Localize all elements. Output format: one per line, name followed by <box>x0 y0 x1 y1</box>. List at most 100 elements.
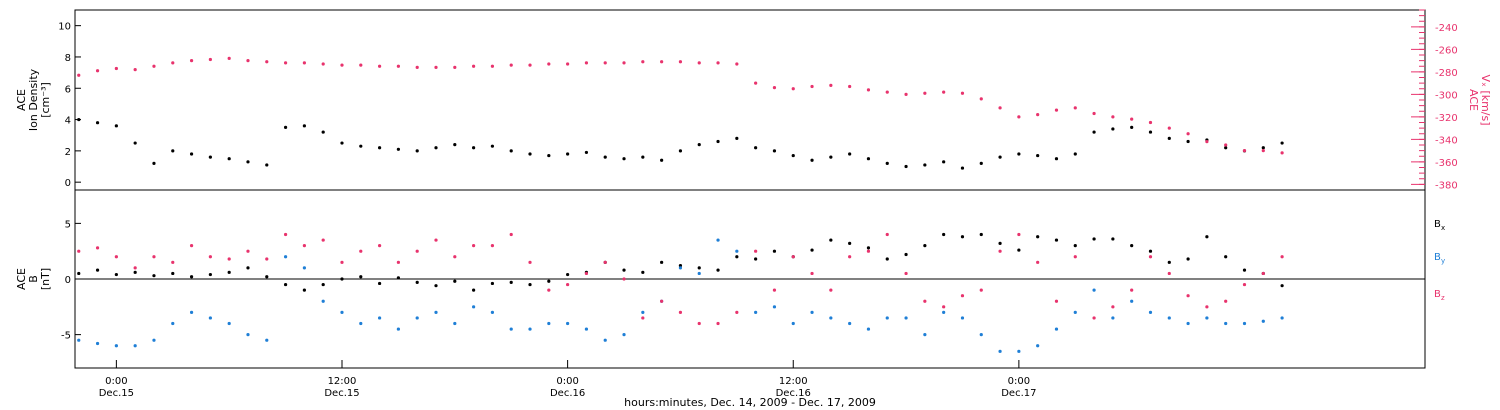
bottom-series-2-point <box>114 255 118 259</box>
bottom-series-2-point <box>772 288 777 292</box>
top-series-1-point <box>359 63 363 67</box>
x-axis-ticks: 0:00Dec.1512:00Dec.150:00Dec.1612:00Dec.… <box>99 360 1037 399</box>
bottom-series-2-point <box>396 260 400 264</box>
bottom-series-2-point <box>1205 305 1209 309</box>
top-series-0-point <box>622 157 626 161</box>
top-series-1-point <box>227 56 231 60</box>
bottom-series-0-point <box>227 270 231 274</box>
bottom-series-0-point <box>283 282 288 287</box>
bottom-series-2-point <box>641 316 645 320</box>
bottom-series-2-point <box>791 255 795 259</box>
top-series-1-point <box>528 63 532 67</box>
x-tick-time: 0:00 <box>556 376 578 387</box>
bottom-left-tick-label: 0 <box>65 275 71 286</box>
bottom-series-1-point <box>189 310 194 314</box>
top-series-1-point <box>283 61 288 65</box>
top-series-1-point <box>95 69 100 73</box>
bottom-series-0-point <box>377 281 382 286</box>
bottom-series-0-point <box>152 274 156 278</box>
top-series-0-point <box>754 146 758 150</box>
bottom-series-0-point <box>772 249 777 253</box>
top-series-0-point <box>603 155 607 159</box>
top-series-1-point <box>998 106 1002 110</box>
top-series-0-point <box>1280 141 1284 145</box>
top-series-0-point <box>942 160 946 164</box>
top-right-axis-label: ACE Vₓ [km/s] <box>1467 74 1492 125</box>
bottom-series-1-point <box>848 321 852 326</box>
bottom-series-1-point <box>1148 310 1153 314</box>
bottom-series-2-point <box>528 260 532 264</box>
top-left-axis-label: ACE Ion Density [cm⁻³] <box>15 68 52 131</box>
top-series-1-point <box>791 87 795 91</box>
top-series-1-point <box>453 65 457 69</box>
top-series-1-point <box>848 84 852 89</box>
top-series-0-point <box>453 143 457 147</box>
bottom-series-2-point <box>453 255 457 259</box>
x-axis-label: hours:minutes, Dec. 14, 2009 - Dec. 17, … <box>624 396 876 409</box>
top-series-0-point <box>208 155 212 159</box>
legend-label-x: B <box>1434 219 1441 230</box>
top-series-0-point <box>810 158 814 162</box>
top-series-0-point <box>885 161 889 165</box>
top-series-1-point <box>1261 149 1265 153</box>
bottom-series-2-point <box>152 255 156 259</box>
bottom-series-1-point <box>547 321 551 326</box>
bottom-series-1-point <box>95 341 100 346</box>
top-series-0-point <box>641 155 645 159</box>
top-series-1-point <box>171 61 175 65</box>
bottom-series-0-point <box>622 268 626 272</box>
top-series-0-point <box>396 147 400 151</box>
top-series-0-point <box>1224 146 1228 150</box>
bottom-series-1-point <box>133 344 137 348</box>
bottom-series-2-point <box>1130 288 1134 292</box>
bottom-series-0-point <box>716 268 720 272</box>
top-series-1-point <box>1017 115 1021 119</box>
bottom-series-1-point <box>415 316 419 320</box>
bottom-series-2-point <box>1261 271 1265 276</box>
bottom-series-1-point <box>283 255 288 259</box>
top-series-1-point <box>885 90 889 94</box>
bottom-series-2-point <box>584 271 589 276</box>
top-series-0-point <box>848 152 852 156</box>
top-series-0-point <box>133 141 137 145</box>
bottom-series-2-point <box>697 321 701 326</box>
top-series-1-point <box>1073 106 1077 110</box>
bottom-left-label-line2: B <box>27 275 40 283</box>
bottom-series-1-point <box>735 249 739 253</box>
bottom-series-0-point <box>434 284 438 288</box>
legend-sub-y: y <box>1441 257 1445 265</box>
top-series-1-point <box>246 59 250 63</box>
bottom-left-axis-label: ACE B [nT] <box>15 268 52 290</box>
top-series-0-point <box>246 160 250 164</box>
bottom-series-2-point <box>754 249 758 253</box>
bottom-series-1-point <box>1111 316 1115 320</box>
bottom-series-0-point <box>866 246 871 250</box>
bottom-series-2-point <box>1224 299 1228 303</box>
top-series-0-point <box>979 161 983 165</box>
bottom-series-2-point <box>246 249 250 253</box>
top-panel-ticks: 10 8 6 4 2 0 -240 -260 -280 -300 -320 -340 -360 -380 <box>58 9 1458 191</box>
top-series-1-point <box>1242 149 1247 153</box>
bottom-series-1-point <box>377 316 382 320</box>
top-series-1-point <box>829 83 833 87</box>
bottom-series-2-point <box>547 288 551 292</box>
top-series-1-point <box>1224 143 1228 147</box>
top-series-0-point <box>697 143 701 147</box>
top-series-1-point <box>114 66 118 71</box>
bottom-left-label-line1: ACE <box>15 268 28 290</box>
bottom-series-2-point <box>377 244 382 248</box>
bottom-series-0-point <box>77 271 81 276</box>
bottom-series-1-point <box>1261 319 1265 323</box>
bottom-series-2-point <box>1186 294 1190 298</box>
top-series-0-point <box>509 149 513 153</box>
bottom-series-1-point <box>1224 321 1228 326</box>
bottom-series-2-point <box>189 244 194 248</box>
top-series-1-point <box>678 60 683 64</box>
top-series-0-point <box>114 124 118 128</box>
bottom-series-2-point <box>133 266 137 270</box>
top-series-1-point <box>1054 108 1059 112</box>
top-series-0-point <box>1167 136 1171 140</box>
top-series-0-point <box>660 158 664 162</box>
top-left-label-line3: [cm⁻³] <box>39 82 52 118</box>
